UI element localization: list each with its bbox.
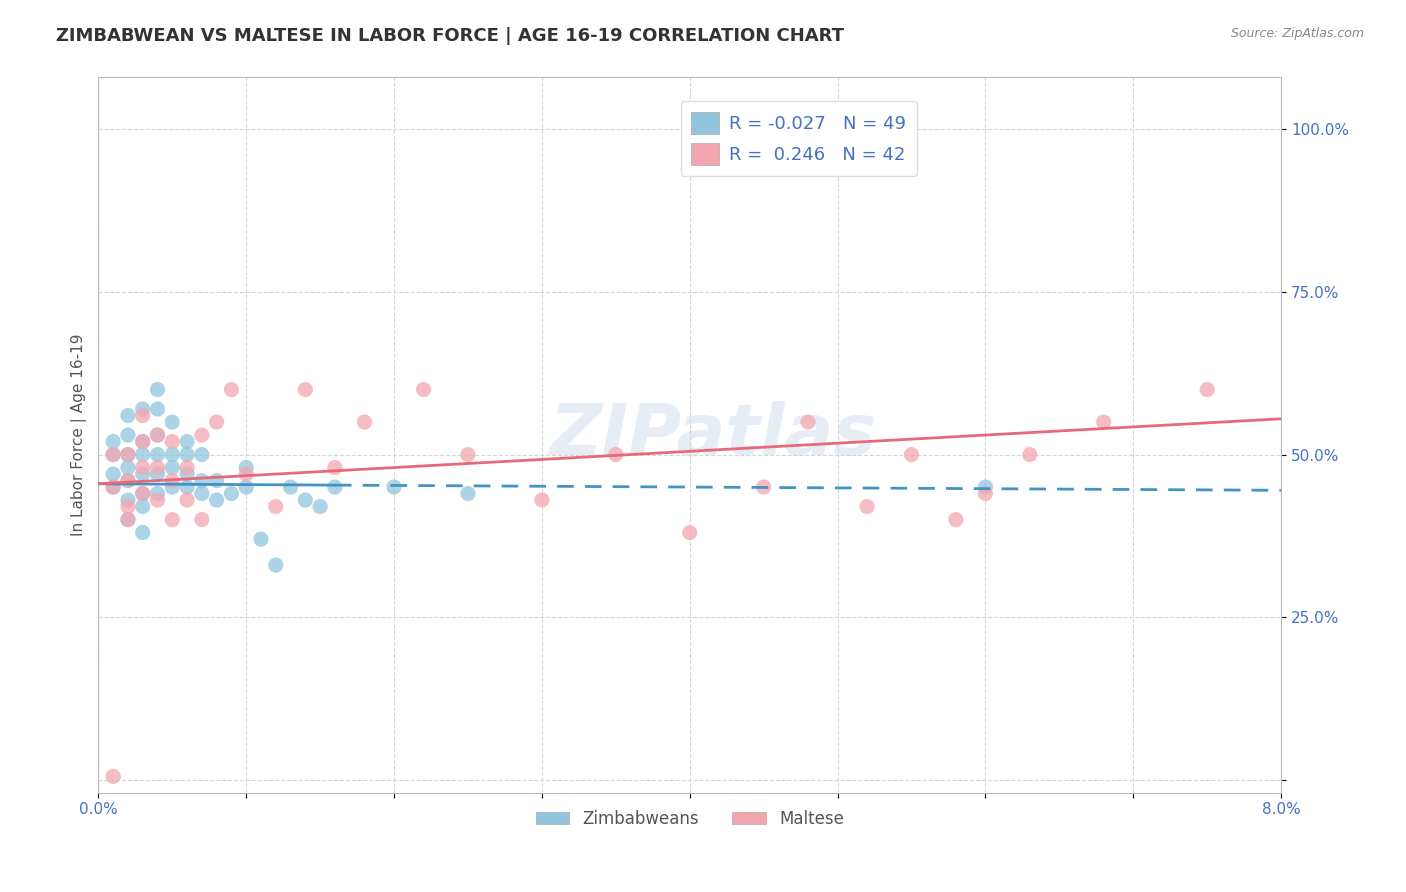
- Point: [191, 448, 214, 462]
- Point: [146, 486, 169, 500]
- Point: [117, 512, 139, 526]
- Point: [191, 512, 214, 526]
- Point: [131, 460, 153, 475]
- Point: [131, 486, 153, 500]
- Point: [457, 486, 479, 500]
- Point: [101, 448, 124, 462]
- Y-axis label: In Labor Force | Age 16-19: In Labor Force | Age 16-19: [72, 334, 87, 536]
- Point: [221, 383, 243, 397]
- Point: [101, 480, 124, 494]
- Point: [176, 480, 198, 494]
- Point: [856, 500, 879, 514]
- Point: [146, 493, 169, 508]
- Point: [205, 415, 228, 429]
- Point: [235, 460, 257, 475]
- Point: [1092, 415, 1115, 429]
- Point: [117, 474, 139, 488]
- Point: [101, 448, 124, 462]
- Point: [131, 409, 153, 423]
- Point: [221, 486, 243, 500]
- Legend: Zimbabweans, Maltese: Zimbabweans, Maltese: [529, 803, 851, 834]
- Point: [117, 500, 139, 514]
- Point: [294, 383, 316, 397]
- Point: [117, 512, 139, 526]
- Point: [162, 512, 184, 526]
- Point: [131, 402, 153, 417]
- Point: [146, 467, 169, 481]
- Point: [131, 467, 153, 481]
- Point: [323, 460, 346, 475]
- Point: [323, 480, 346, 494]
- Point: [1018, 448, 1040, 462]
- Point: [146, 402, 169, 417]
- Point: [162, 448, 184, 462]
- Point: [131, 434, 153, 449]
- Point: [294, 493, 316, 508]
- Point: [146, 460, 169, 475]
- Point: [191, 428, 214, 442]
- Point: [176, 493, 198, 508]
- Point: [191, 474, 214, 488]
- Point: [176, 467, 198, 481]
- Text: Source: ZipAtlas.com: Source: ZipAtlas.com: [1230, 27, 1364, 40]
- Text: ZIPatlas: ZIPatlas: [550, 401, 877, 469]
- Point: [974, 486, 997, 500]
- Point: [250, 532, 273, 546]
- Point: [1197, 383, 1219, 397]
- Point: [205, 493, 228, 508]
- Point: [101, 769, 124, 783]
- Point: [974, 480, 997, 494]
- Point: [117, 409, 139, 423]
- Point: [117, 428, 139, 442]
- Point: [679, 525, 702, 540]
- Point: [101, 467, 124, 481]
- Point: [457, 448, 479, 462]
- Point: [117, 493, 139, 508]
- Point: [530, 493, 553, 508]
- Point: [131, 486, 153, 500]
- Point: [117, 448, 139, 462]
- Point: [162, 480, 184, 494]
- Point: [101, 434, 124, 449]
- Point: [162, 415, 184, 429]
- Point: [146, 428, 169, 442]
- Point: [176, 434, 198, 449]
- Text: ZIMBABWEAN VS MALTESE IN LABOR FORCE | AGE 16-19 CORRELATION CHART: ZIMBABWEAN VS MALTESE IN LABOR FORCE | A…: [56, 27, 844, 45]
- Point: [900, 448, 922, 462]
- Point: [605, 448, 627, 462]
- Point: [131, 434, 153, 449]
- Point: [146, 428, 169, 442]
- Point: [131, 448, 153, 462]
- Point: [146, 448, 169, 462]
- Point: [191, 486, 214, 500]
- Point: [412, 383, 434, 397]
- Point: [235, 480, 257, 494]
- Point: [235, 467, 257, 481]
- Point: [101, 480, 124, 494]
- Point: [117, 448, 139, 462]
- Point: [131, 525, 153, 540]
- Point: [264, 500, 287, 514]
- Point: [162, 434, 184, 449]
- Point: [146, 383, 169, 397]
- Point: [176, 460, 198, 475]
- Point: [280, 480, 302, 494]
- Point: [176, 448, 198, 462]
- Point: [264, 558, 287, 573]
- Point: [117, 460, 139, 475]
- Point: [797, 415, 820, 429]
- Point: [162, 474, 184, 488]
- Point: [162, 460, 184, 475]
- Point: [945, 512, 967, 526]
- Point: [353, 415, 375, 429]
- Point: [752, 480, 775, 494]
- Point: [117, 474, 139, 488]
- Point: [131, 500, 153, 514]
- Point: [205, 474, 228, 488]
- Point: [309, 500, 332, 514]
- Point: [382, 480, 405, 494]
